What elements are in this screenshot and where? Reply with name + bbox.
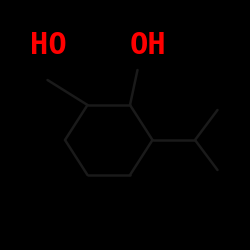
Text: HO: HO xyxy=(30,30,67,60)
Text: OH: OH xyxy=(130,30,167,60)
